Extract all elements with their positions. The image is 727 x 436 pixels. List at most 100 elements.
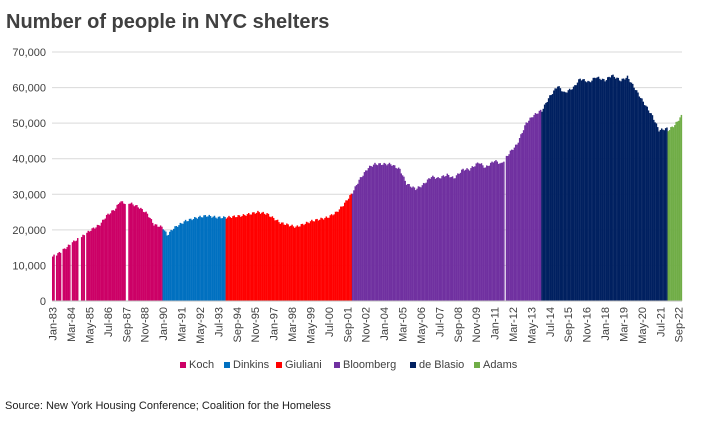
bar <box>376 165 379 301</box>
bar <box>104 218 107 301</box>
bar <box>420 187 422 301</box>
bar <box>282 222 284 301</box>
bar <box>119 202 121 301</box>
bar <box>155 224 158 301</box>
legend-swatch <box>224 362 230 368</box>
source-note: Source: New York Housing Conference; Coa… <box>5 400 331 412</box>
bar <box>539 109 542 301</box>
bar <box>432 175 434 301</box>
x-tick-label: Mar-84 <box>66 307 78 342</box>
bar <box>183 221 185 301</box>
bar <box>230 218 233 301</box>
bar <box>666 127 668 302</box>
bar <box>483 167 485 301</box>
bar <box>576 82 579 301</box>
bar <box>441 176 443 301</box>
bar <box>625 77 627 301</box>
bar <box>176 226 179 301</box>
bar <box>103 219 105 301</box>
bar <box>390 164 392 301</box>
bar <box>342 206 345 301</box>
x-tick-label: Nov-09 <box>471 307 483 342</box>
series-bloomberg <box>351 109 542 302</box>
bar <box>471 166 474 301</box>
bar <box>492 162 495 301</box>
bar <box>437 177 439 301</box>
bar <box>96 224 99 301</box>
bar <box>141 209 143 301</box>
bar <box>601 78 604 302</box>
bar <box>375 164 378 301</box>
x-tick-label: May-13 <box>526 307 538 344</box>
bar <box>480 163 483 301</box>
bar <box>424 183 426 301</box>
bar <box>566 92 568 301</box>
bar <box>238 215 241 301</box>
bar <box>575 85 577 302</box>
bar <box>379 163 381 301</box>
bar <box>91 228 93 301</box>
bar <box>107 213 109 301</box>
bar <box>562 91 564 302</box>
bar <box>518 138 521 301</box>
bar <box>365 170 367 301</box>
bar <box>395 167 397 301</box>
bar <box>647 110 650 302</box>
y-tick-label: 60,000 <box>12 83 46 95</box>
x-tick-label: Jul-07 <box>434 307 446 337</box>
bar <box>276 219 279 301</box>
bar <box>140 207 142 301</box>
bar <box>133 206 136 301</box>
bar <box>215 217 217 301</box>
bar <box>67 244 70 301</box>
bar <box>417 186 420 301</box>
bar <box>453 178 455 301</box>
bar <box>614 78 617 301</box>
bar <box>449 177 451 301</box>
bar <box>124 204 126 301</box>
bar <box>322 219 325 301</box>
bar <box>180 223 183 301</box>
bar <box>383 162 385 301</box>
bar <box>680 114 683 302</box>
bar <box>292 226 295 301</box>
chart-title: Number of people in NYC shelters <box>6 11 329 33</box>
bar <box>585 82 588 301</box>
bar <box>299 226 301 301</box>
bar <box>196 218 199 301</box>
bar <box>250 214 253 301</box>
bar <box>108 214 111 301</box>
x-tick-label: Sep-15 <box>563 307 575 342</box>
x-tick-label: Mar-98 <box>287 307 299 342</box>
bar <box>489 162 492 301</box>
bar <box>340 206 342 301</box>
bar <box>517 142 520 301</box>
bar <box>532 117 534 302</box>
bar <box>458 173 460 301</box>
bar <box>514 144 517 301</box>
bar <box>509 150 512 301</box>
bar <box>138 208 141 301</box>
bar <box>343 202 346 301</box>
legend-item-bloomberg: Bloomberg <box>334 359 396 371</box>
bar <box>391 165 393 301</box>
bar <box>561 91 563 301</box>
bar <box>522 130 525 301</box>
bar <box>244 215 246 301</box>
bar <box>521 132 524 301</box>
bar <box>529 117 531 301</box>
bar <box>589 82 592 301</box>
bar <box>368 165 371 301</box>
bar <box>53 254 55 301</box>
bar <box>513 147 516 301</box>
bar <box>73 240 75 301</box>
bar <box>338 209 341 301</box>
bar <box>501 162 504 301</box>
bar <box>222 216 225 301</box>
bar <box>572 86 575 301</box>
bar <box>324 217 326 301</box>
bar <box>129 203 132 301</box>
bar <box>158 226 160 301</box>
bar <box>315 219 317 301</box>
bar <box>503 161 505 301</box>
